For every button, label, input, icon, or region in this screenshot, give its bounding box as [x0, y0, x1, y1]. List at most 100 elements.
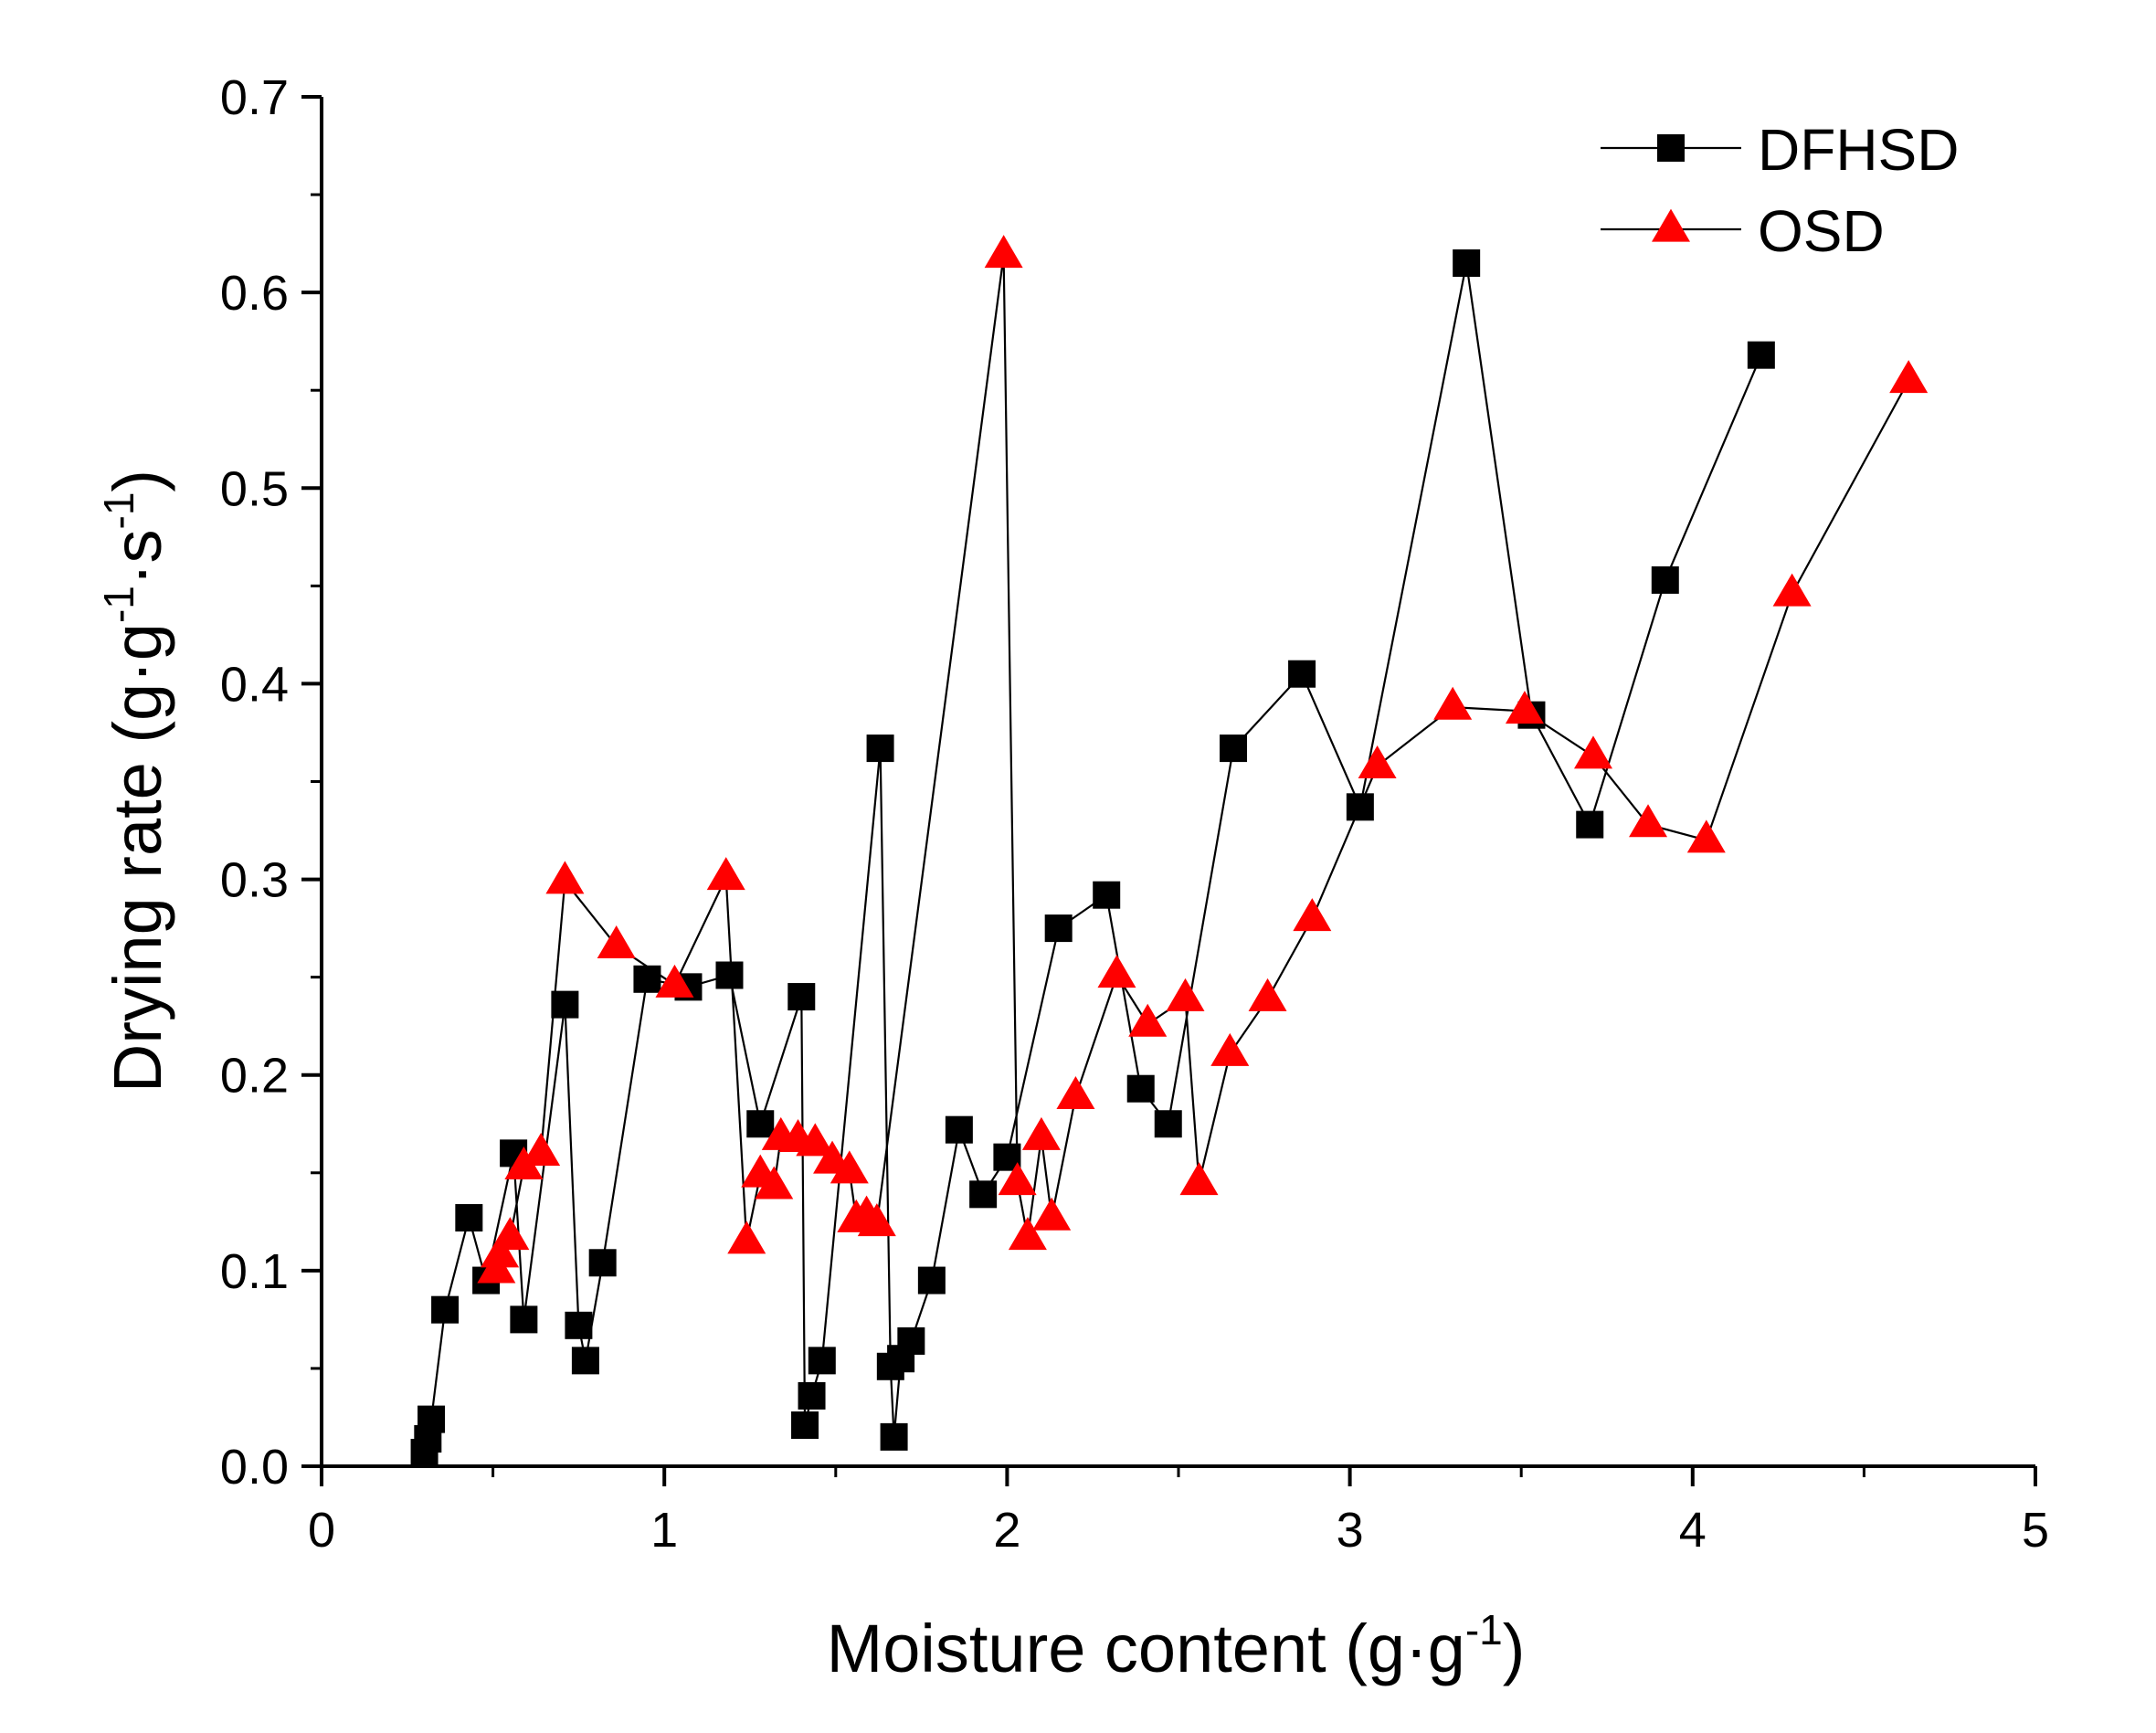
data-point-osd	[1358, 745, 1397, 779]
data-point-dfhsd	[715, 961, 744, 989]
data-point-dfhsd	[1093, 881, 1121, 909]
data-point-osd	[1032, 1197, 1072, 1231]
data-point-dfhsd	[1220, 734, 1248, 763]
data-point-dfhsd	[455, 1204, 483, 1232]
data-point-dfhsd	[1126, 1074, 1155, 1103]
data-point-osd	[1293, 898, 1332, 932]
data-point-osd	[1166, 977, 1205, 1011]
y-tick-label: 0.3	[220, 853, 289, 908]
data-point-osd	[1505, 691, 1544, 724]
y-tick-label: 0.2	[220, 1049, 289, 1104]
x-tick-label: 0	[308, 1503, 335, 1558]
axes: 0 1 2 3 4 5 0.0 0.1 0.2 0.3 0.4 0.5 0.6 0.7	[220, 70, 2049, 1558]
y-axis-title-close: )	[100, 470, 175, 492]
data-point-dfhsd	[1154, 1110, 1182, 1138]
legend-entry-dfhsd: DFHSD	[1601, 117, 1959, 183]
data-point-dfhsd	[510, 1305, 538, 1334]
data-point-osd	[830, 1150, 869, 1184]
y-axis-title-superscript-1: -1	[95, 586, 143, 623]
data-point-dfhsd	[808, 1347, 836, 1375]
data-point-dfhsd	[1044, 914, 1073, 943]
series-line-dfhsd	[423, 262, 1762, 1453]
data-point-dfhsd	[787, 983, 816, 1011]
data-point-dfhsd	[866, 734, 894, 763]
series-dfhsd	[410, 249, 1775, 1467]
data-point-dfhsd	[1453, 249, 1481, 278]
data-point-dfhsd	[880, 1422, 908, 1451]
data-point-dfhsd	[746, 1110, 775, 1138]
data-point-dfhsd	[431, 1295, 460, 1324]
data-point-osd	[1772, 573, 1812, 607]
x-axis-title-superscript: -1	[1465, 1606, 1503, 1654]
legend-label: OSD	[1758, 198, 1885, 264]
data-point-osd	[1889, 360, 1929, 394]
series-osd	[477, 235, 1929, 1284]
data-point-dfhsd	[571, 1347, 599, 1375]
data-point-osd	[706, 857, 745, 891]
data-point-dfhsd	[1576, 810, 1604, 839]
x-axis-title-text: Moisture content (g·g	[827, 1611, 1465, 1686]
data-point-dfhsd	[417, 1405, 446, 1433]
series-line-osd	[495, 255, 1910, 1272]
data-point-dfhsd	[798, 1381, 826, 1410]
data-point-dfhsd	[1747, 341, 1775, 369]
data-point-osd	[1021, 1116, 1061, 1150]
data-point-osd	[522, 1133, 561, 1167]
x-tick-label: 4	[1679, 1503, 1707, 1558]
x-tick-label: 3	[1337, 1503, 1364, 1558]
legend-marker-triangle	[1652, 208, 1690, 242]
data-point-dfhsd	[791, 1411, 819, 1440]
data-point-osd	[727, 1220, 766, 1254]
data-point-osd	[1128, 1003, 1168, 1037]
y-tick-label: 0.1	[220, 1244, 289, 1299]
y-tick-label: 0.0	[220, 1440, 289, 1495]
data-point-osd	[857, 1203, 896, 1237]
data-point-osd	[597, 925, 636, 959]
data-point-osd	[545, 861, 585, 894]
legend: DFHSD OSD	[1601, 117, 1959, 264]
data-point-osd	[755, 1166, 794, 1199]
data-point-dfhsd	[1651, 565, 1679, 594]
legend-marker-square	[1657, 134, 1685, 162]
data-point-dfhsd	[633, 965, 661, 993]
data-point-dfhsd	[588, 1249, 617, 1277]
y-axis-title-text: Drying rate (g·g	[100, 623, 175, 1093]
data-point-osd	[1248, 977, 1287, 1011]
data-point-dfhsd	[917, 1266, 946, 1294]
data-point-osd	[1056, 1075, 1095, 1109]
data-point-osd	[1210, 1032, 1250, 1066]
y-tick-label: 0.4	[220, 657, 289, 712]
legend-entry-osd: OSD	[1601, 198, 1885, 264]
data-point-osd	[1433, 686, 1473, 720]
x-axis-title-close: )	[1503, 1611, 1526, 1686]
data-point-dfhsd	[945, 1115, 973, 1144]
data-point-osd	[1179, 1162, 1219, 1196]
data-point-osd	[998, 1162, 1037, 1196]
data-point-osd	[1686, 819, 1726, 853]
data-point-osd	[1573, 735, 1612, 769]
data-point-osd	[481, 1234, 520, 1268]
data-point-osd	[1629, 804, 1668, 838]
data-point-osd	[491, 1217, 530, 1251]
data-point-dfhsd	[897, 1326, 925, 1355]
data-point-dfhsd	[565, 1311, 593, 1339]
y-tick-label: 0.7	[220, 70, 289, 125]
axis-titles: Moisture content (g·g-1) Drying rate (g·…	[95, 470, 1525, 1686]
plot-area	[410, 235, 1929, 1467]
y-axis-title: Drying rate (g·g-1·s-1)	[95, 470, 175, 1093]
x-tick-label: 2	[993, 1503, 1020, 1558]
data-point-dfhsd	[1288, 660, 1316, 688]
data-point-osd	[796, 1123, 835, 1157]
y-tick-label: 0.5	[220, 461, 289, 516]
y-axis-title-superscript-2: -1	[95, 492, 143, 530]
x-tick-label: 5	[2022, 1503, 2049, 1558]
data-point-osd	[655, 964, 694, 998]
y-tick-label: 0.6	[220, 266, 289, 321]
data-point-dfhsd	[969, 1180, 998, 1209]
x-tick-label: 1	[650, 1503, 678, 1558]
y-axis-title-mid: ·s	[100, 529, 175, 586]
legend-label: DFHSD	[1758, 117, 1959, 183]
x-axis-title: Moisture content (g·g-1)	[827, 1606, 1526, 1686]
